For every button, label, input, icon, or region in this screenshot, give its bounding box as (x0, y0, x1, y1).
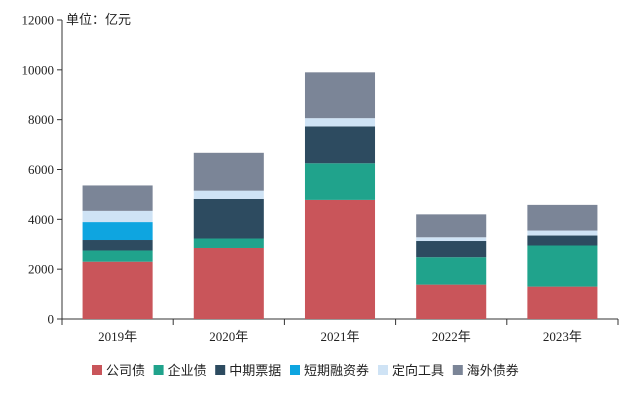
y-tick-label: 4000 (28, 212, 54, 227)
bar-segment (193, 190, 264, 199)
legend-label: 短期融资券 (304, 363, 369, 379)
bar-segment (193, 247, 264, 319)
y-tick-label: 8000 (28, 112, 54, 127)
legend-swatch (92, 365, 102, 375)
legend-swatch (153, 365, 164, 375)
y-tick-label: 6000 (28, 162, 54, 177)
legend: 公司债 企业债 中期票据 短期融资券 定向工具 海外债券 (92, 363, 519, 379)
bar-segment (416, 241, 487, 258)
bar-segment (82, 185, 153, 211)
legend-label: 中期票据 (229, 364, 281, 379)
x-tick-label: 2019年 (98, 329, 137, 344)
bar-segment (193, 152, 264, 191)
unit-label: 单位：亿元 (66, 13, 131, 28)
bar-segment (527, 286, 598, 319)
legend-label: 海外债券 (467, 363, 519, 379)
bar-segment (527, 230, 598, 236)
legend-swatch (452, 365, 463, 375)
x-axis: 2019年 2020年 2021年 2022年 2023年 (61, 318, 619, 344)
bar-segment (304, 72, 376, 119)
y-tick-label: 10000 (22, 62, 55, 77)
x-tick-label: 2023年 (543, 329, 582, 344)
bar-segment (193, 238, 264, 248)
bar-segment (416, 214, 487, 238)
legend-swatch (378, 365, 388, 375)
y-tick-label: 0 (48, 312, 55, 327)
bar-segment (82, 240, 153, 251)
bar-segment (82, 210, 153, 223)
y-tick-label: 12000 (22, 13, 55, 28)
legend-label: 企业债 (168, 363, 207, 379)
bar-segment (304, 126, 376, 164)
y-axis: 0 2000 4000 6000 8000 10000 12000 (22, 13, 63, 327)
bar-segment (193, 198, 264, 239)
x-tick-label: 2021年 (320, 329, 359, 344)
bar-segment (304, 118, 376, 127)
legend-swatch (215, 365, 226, 375)
legend-swatch (290, 365, 300, 375)
bar-segment (527, 235, 598, 246)
legend-label: 定向工具 (392, 363, 444, 379)
x-tick-label: 2020年 (209, 329, 248, 344)
bar-segment (527, 245, 598, 287)
bars-area (82, 72, 598, 319)
bar-segment (82, 222, 153, 241)
bar-segment (82, 261, 153, 319)
x-tick-label: 2022年 (432, 329, 471, 344)
bar-segment (416, 237, 487, 242)
bar-segment (82, 250, 153, 262)
bar-segment (304, 199, 376, 319)
bar-segment (304, 163, 376, 200)
bar-segment (527, 204, 598, 231)
bar-segment (416, 257, 487, 285)
bar-segment (416, 284, 487, 319)
legend-label: 公司债 (106, 364, 145, 379)
y-tick-label: 2000 (28, 262, 54, 277)
